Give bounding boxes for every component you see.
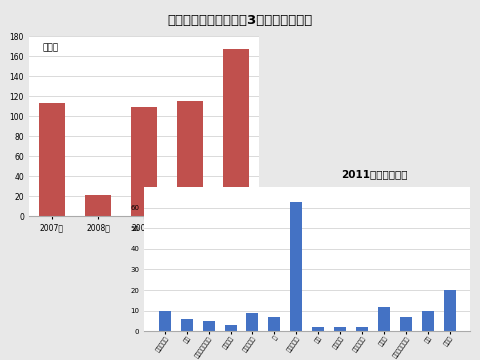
Bar: [400, 317, 412, 331]
Bar: [203, 321, 215, 331]
Bar: [356, 327, 368, 331]
Bar: [132, 107, 156, 216]
Text: ある関連病院での卒後3年目の手術件数: ある関連病院での卒後3年目の手術件数: [168, 14, 312, 27]
Bar: [159, 311, 171, 331]
Bar: [246, 313, 258, 331]
Bar: [444, 290, 456, 331]
Bar: [334, 327, 346, 331]
Bar: [225, 325, 237, 331]
Text: 手術数: 手術数: [43, 43, 59, 52]
Bar: [181, 319, 193, 331]
Bar: [421, 311, 433, 331]
Bar: [85, 195, 110, 216]
Bar: [223, 49, 249, 216]
Bar: [290, 202, 302, 331]
Bar: [378, 306, 390, 331]
Bar: [39, 103, 65, 216]
Text: 2011年度手術内容: 2011年度手術内容: [341, 170, 408, 180]
Bar: [178, 101, 203, 216]
Bar: [312, 327, 324, 331]
Bar: [268, 317, 280, 331]
